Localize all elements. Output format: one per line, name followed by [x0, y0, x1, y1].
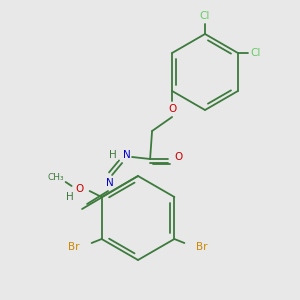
Text: O: O	[174, 152, 182, 162]
Text: N: N	[106, 178, 114, 188]
Text: Cl: Cl	[251, 48, 261, 58]
Text: H: H	[109, 150, 117, 160]
Text: Br: Br	[68, 242, 80, 252]
Text: O: O	[168, 104, 176, 114]
Text: CH₃: CH₃	[47, 172, 64, 182]
Text: Br: Br	[196, 242, 208, 252]
Text: H: H	[66, 192, 74, 202]
Text: O: O	[76, 184, 84, 194]
Text: Cl: Cl	[200, 11, 210, 21]
Text: N: N	[123, 150, 131, 160]
